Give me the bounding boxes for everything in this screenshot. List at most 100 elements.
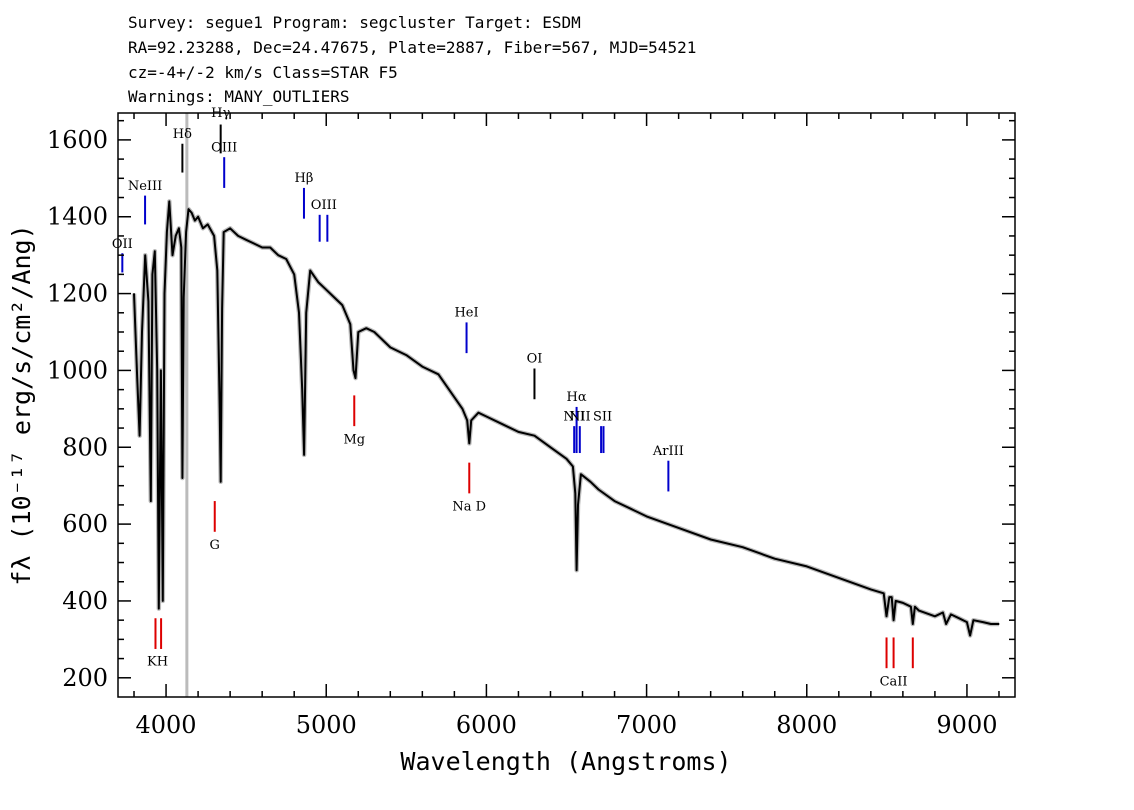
spectrum-point — [910, 606, 912, 608]
spectrum-point — [151, 273, 153, 275]
spectrum-point — [349, 323, 351, 325]
spectrum-point — [341, 304, 343, 306]
x-tick-label: 8000 — [776, 711, 837, 739]
spectrum-point — [517, 431, 520, 433]
spectrum-point — [216, 269, 218, 272]
spectrum-point — [277, 254, 279, 256]
spectrum-point — [178, 227, 180, 229]
line-marker-label: ArIII — [652, 444, 684, 459]
spectrum-point — [630, 508, 632, 510]
spectrum-point — [229, 227, 231, 229]
line-marker-label: OIII — [211, 140, 237, 155]
line-marker: HeI — [454, 306, 479, 354]
spectrum-point — [160, 369, 162, 371]
y-tick-label: 600 — [62, 510, 108, 538]
line-marker-label: Hα — [567, 390, 587, 405]
spectrum-point — [461, 408, 463, 410]
x-tick-label: 7000 — [616, 711, 677, 739]
spectrum-point — [710, 538, 712, 541]
x-tick-label: 4000 — [136, 711, 197, 739]
spectrum-point — [285, 258, 287, 260]
spectrum-point — [213, 235, 215, 237]
x-axis-title: Wavelength (Angstroms) — [400, 747, 731, 776]
spectrum-point — [597, 488, 600, 491]
y-tick-label: 1000 — [47, 356, 108, 384]
spectrum-point — [133, 293, 135, 295]
spectrum-point — [197, 216, 199, 218]
spectrum-point — [549, 446, 552, 448]
spectrum-point — [589, 481, 592, 483]
line-marker: KH — [147, 618, 168, 669]
spectrum-point — [166, 231, 168, 233]
y-tick-label: 1200 — [47, 280, 108, 308]
spectrum-point — [888, 596, 890, 598]
spectrum-point — [220, 481, 222, 483]
line-marker-label: NII — [563, 409, 585, 424]
spectrum-point — [181, 477, 183, 479]
spectrum-point — [806, 565, 808, 568]
spectrum-point — [982, 621, 984, 623]
spectrum-point — [175, 235, 177, 237]
line-marker: OIII — [311, 198, 337, 242]
line-marker: OI — [527, 352, 542, 400]
spectrum-point — [373, 331, 375, 333]
spectrum-point — [646, 515, 648, 518]
spectrum-point — [147, 300, 149, 302]
spectrum-point — [303, 454, 305, 456]
line-marker: NII — [569, 409, 591, 454]
ticks-layer: 4000 5000 6000 7000 8000 9000 200 400 600 800 1000… — [47, 113, 1015, 739]
header-line-1: Survey: segue1 Program: segcluster Targe… — [128, 13, 581, 32]
spectrum-point — [914, 606, 916, 608]
spectrum-point — [207, 223, 209, 225]
x-tick-label: 9000 — [936, 711, 997, 739]
spectrum-point — [912, 623, 914, 625]
spectrum-point — [180, 246, 182, 249]
spectrum-point — [223, 231, 225, 233]
line-marker: OII — [112, 237, 133, 273]
line-marker: Hβ — [295, 171, 313, 219]
spectrum-point — [298, 312, 300, 314]
spectrum-point — [202, 227, 204, 229]
series-layer — [131, 199, 1000, 638]
spectrum-point — [950, 613, 952, 616]
spectrum-point — [162, 600, 164, 602]
spectrum-point — [501, 423, 503, 425]
spectrum-point — [576, 569, 578, 571]
spectrum-point — [574, 492, 576, 494]
spectrum-point — [253, 243, 255, 245]
header-line-3: cz=-4+/-2 km/s Class=STAR F5 — [128, 63, 398, 82]
spectrum-point — [565, 458, 568, 460]
header-line-2: RA=92.23288, Dec=24.47675, Plate=2887, F… — [128, 38, 696, 57]
spectrum-point — [168, 200, 170, 202]
y-tick-label: 400 — [62, 587, 108, 615]
spectrum-point — [742, 546, 744, 548]
spectrum-point — [885, 615, 888, 617]
spectrum-point — [466, 419, 468, 421]
spectrum-point — [580, 473, 582, 475]
header-line-4: Warnings: MANY_OUTLIERS — [128, 87, 350, 106]
spectrum-point — [221, 308, 223, 310]
spectrum-point — [453, 396, 455, 398]
line-marker: OIII — [211, 140, 237, 188]
spectrum-point — [893, 619, 895, 621]
spectrum-point — [317, 281, 319, 283]
spectrum-point — [533, 435, 536, 437]
line-marker: CaII — [880, 637, 914, 689]
spectrum-point — [572, 465, 574, 468]
spectrum-point — [365, 327, 367, 329]
line-marker: SII — [593, 409, 612, 454]
spectrum-point — [942, 611, 944, 614]
line-marker-label: G — [210, 538, 220, 553]
spectrum-point — [261, 246, 263, 249]
spectrum-point — [171, 254, 174, 256]
spectrum-point — [485, 415, 487, 418]
spectrum-point — [945, 623, 947, 625]
line-marker: Hα — [567, 390, 587, 454]
spectrum-point — [245, 239, 247, 241]
x-tick-label: 6000 — [456, 711, 517, 739]
spectrum-point — [154, 250, 156, 252]
spectrum-point — [972, 619, 975, 621]
line-marker-label: Na D — [452, 500, 486, 515]
